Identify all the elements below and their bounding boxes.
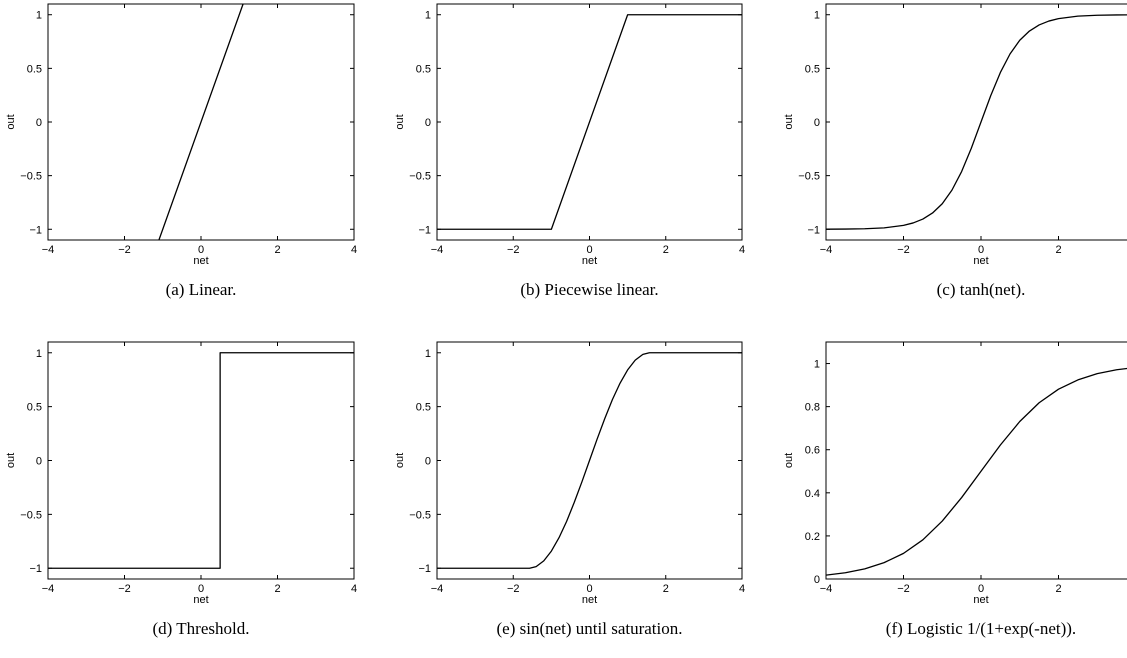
x-tick-label: 4 [351, 583, 357, 595]
x-tick-label: −4 [820, 244, 833, 256]
x-tick-label: −2 [118, 244, 131, 256]
x-tick-label: 4 [739, 244, 745, 256]
y-tick-label: 0 [814, 117, 820, 129]
y-tick-label: −0.5 [798, 171, 820, 183]
y-tick-label: 0.5 [27, 402, 42, 414]
y-tick-label: 0.5 [416, 63, 431, 75]
panel-piecewise-linear: −4 −2 0 2 4 −1 −0.5 0 0.5 1 net out (b) Piecewise li… [394, 3, 745, 299]
y-tick-label: 0.5 [416, 402, 431, 414]
y-tick-label: −1 [29, 224, 42, 236]
x-tick-label: 2 [274, 583, 280, 595]
y-tick-label: 1 [814, 359, 820, 371]
y-axis-label: out [5, 453, 17, 468]
y-tick-label: −0.5 [20, 509, 42, 521]
y-tick-label: 0.6 [805, 445, 820, 457]
panel-caption: (e) sin(net) until saturation. [496, 619, 682, 638]
series-line [826, 14, 1127, 230]
y-tick-label: 1 [425, 10, 431, 22]
x-tick-label: −4 [820, 583, 833, 595]
series-line [826, 367, 1127, 576]
panel-caption: (f) Logistic 1/(1+exp(-net)). [886, 619, 1076, 638]
y-tick-label: 1 [814, 10, 820, 22]
x-tick-label: 2 [274, 244, 280, 256]
y-axis-label: out [394, 453, 406, 468]
series-line [158, 4, 244, 240]
y-tick-label: −1 [418, 563, 431, 575]
panel-threshold: −4 −2 0 2 4 −1 −0.5 0 0.5 1 net out (d) Threshold. [5, 341, 357, 638]
x-axis-label: net [582, 594, 597, 606]
y-tick-label: −0.5 [20, 171, 42, 183]
y-tick-label: 0 [36, 456, 42, 468]
panel-linear: −4 −2 0 2 4 −1 −0.5 0 0.5 1 net out (a) Linear. [5, 3, 357, 299]
x-tick-label: −4 [42, 583, 55, 595]
x-tick-label: 2 [1055, 583, 1061, 595]
y-tick-label: 0.5 [27, 63, 42, 75]
x-tick-label: 0 [978, 583, 984, 595]
y-tick-label: 1 [36, 348, 42, 360]
x-axis-label: net [973, 594, 988, 606]
plot-frame [825, 341, 1127, 580]
x-tick-label: 0 [978, 244, 984, 256]
y-tick-label: −0.5 [409, 171, 431, 183]
series-line [437, 14, 742, 230]
x-tick-label: 0 [586, 583, 592, 595]
y-tick-label: −1 [807, 224, 820, 236]
x-tick-label: −2 [897, 583, 910, 595]
y-tick-label: 0.4 [805, 488, 820, 500]
y-tick-label: 1 [36, 10, 42, 22]
y-tick-label: −1 [29, 563, 42, 575]
series-line [437, 352, 742, 569]
y-axis-label: out [394, 114, 406, 129]
x-axis-label: net [582, 255, 597, 267]
x-tick-label: 0 [586, 244, 592, 256]
x-tick-label: −2 [897, 244, 910, 256]
x-tick-label: 2 [663, 583, 669, 595]
x-tick-label: 2 [663, 244, 669, 256]
y-tick-label: 0 [425, 456, 431, 468]
x-tick-label: −4 [42, 244, 55, 256]
panel-caption: (a) Linear. [166, 280, 237, 299]
x-tick-label: −2 [118, 583, 131, 595]
plot-frame [47, 341, 355, 580]
y-axis-label: out [5, 114, 17, 129]
panel-caption: (b) Piecewise linear. [520, 280, 658, 299]
x-tick-label: −2 [507, 244, 520, 256]
x-tick-label: 2 [1055, 244, 1061, 256]
y-tick-label: 0.5 [805, 63, 820, 75]
y-tick-label: 0.2 [805, 531, 820, 543]
y-tick-label: 0 [814, 574, 820, 586]
y-tick-label: −1 [418, 224, 431, 236]
y-tick-label: 0.8 [805, 402, 820, 414]
x-tick-label: 4 [351, 244, 357, 256]
y-tick-label: 0 [36, 117, 42, 129]
y-tick-label: −0.5 [409, 509, 431, 521]
x-tick-label: 0 [198, 583, 204, 595]
x-tick-label: −4 [431, 583, 444, 595]
x-tick-label: 0 [198, 244, 204, 256]
panel-caption: (d) Threshold. [153, 619, 250, 638]
x-axis-label: net [193, 594, 208, 606]
x-axis-label: net [973, 255, 988, 267]
y-axis-label: out [783, 453, 795, 468]
y-axis-label: out [783, 114, 795, 129]
y-tick-label: 1 [425, 348, 431, 360]
panel-sin-saturation: −4 −2 0 2 4 −1 −0.5 0 0.5 1 net out (e) sin(net) unt… [394, 341, 745, 638]
plot-frame [825, 3, 1127, 241]
x-tick-label: −2 [507, 583, 520, 595]
series-line [48, 352, 354, 569]
x-tick-label: 4 [739, 583, 745, 595]
panel-caption: (c) tanh(net). [937, 280, 1026, 299]
y-tick-label: 0 [425, 117, 431, 129]
x-axis-label: net [193, 255, 208, 267]
x-tick-label: −4 [431, 244, 444, 256]
